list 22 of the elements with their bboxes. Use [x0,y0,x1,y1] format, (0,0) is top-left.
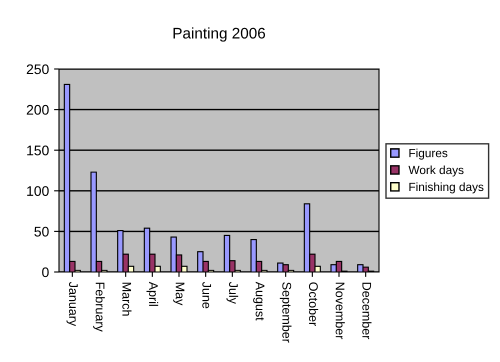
y-tick-label: 100 [27,186,49,196]
x-tick-label: November [336,282,345,340]
y-tick-label: 200 [26,104,49,115]
y-tick-label: 150 [27,146,49,156]
legend-label: Finishing days [409,182,484,194]
x-tick-label: September [280,282,292,343]
y-tick-label: 0 [42,267,49,278]
x-tick-label: October [308,282,318,326]
chart-title: Painting 2006 [174,27,266,42]
x-tick-label: July [226,282,238,304]
x-tick-label: January [66,282,78,326]
x-tick-label: June [202,282,212,308]
x-tick-label: February [93,282,105,332]
x-tick-label: December [362,282,372,340]
x-tick-label: March [122,282,132,316]
legend-label: Figures [409,148,448,160]
x-tick-label: May [173,282,184,306]
x-tick-label: April [146,282,158,306]
y-tick-label: 50 [34,226,49,237]
y-tick-label: 250 [26,64,49,74]
legend-label: Work days [408,165,464,176]
x-tick-label: August [253,282,264,321]
